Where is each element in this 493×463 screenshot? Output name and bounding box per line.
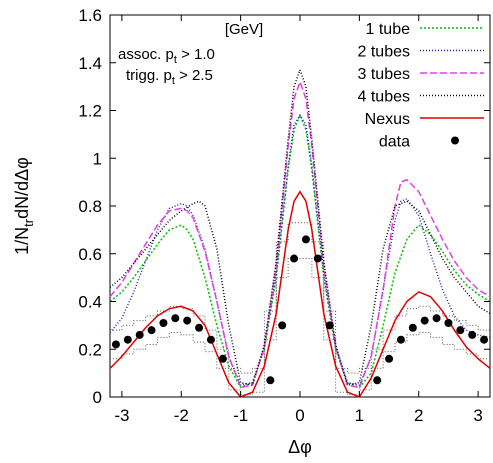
legend-label: Nexus	[365, 111, 410, 128]
data-lower-band	[110, 258, 490, 396]
data-point	[456, 326, 465, 335]
axis-ticks	[110, 14, 490, 398]
data-point	[468, 330, 477, 339]
data-point	[195, 323, 204, 332]
data-point	[420, 316, 429, 325]
data-point	[135, 330, 144, 339]
y-tick-label: 0.8	[78, 197, 102, 216]
x-tick-label: 2	[414, 406, 423, 425]
x-tick-labels: -3 -2 -1 0 1 2 3	[114, 406, 483, 425]
x-tick-label: 3	[473, 406, 482, 425]
data-point	[373, 376, 382, 385]
data-point	[266, 376, 275, 385]
data-point	[111, 340, 120, 349]
legend-label: 3 tubes	[358, 66, 410, 83]
y-tick-labels: 0 0.2 0.4 0.6 0.8 1 1.2 1.4 1.6	[78, 6, 102, 407]
y-tick-label: 0.6	[78, 245, 102, 264]
data-point	[408, 323, 417, 332]
x-tick-label: -1	[233, 406, 248, 425]
data-point	[444, 318, 453, 327]
data-point	[171, 314, 180, 323]
data-upper-band	[110, 222, 490, 374]
x-axis-title: Δφ	[288, 437, 312, 457]
data-error-band	[110, 222, 490, 396]
legend: 1 tube 2 tubes 3 tubes 4 tubes Nexus data	[358, 21, 484, 151]
x-tick-label: 1	[355, 406, 364, 425]
assoc-cut-annotation: assoc. pt > 1.0	[118, 46, 215, 66]
data-point	[301, 235, 310, 244]
data-point	[159, 318, 168, 327]
y-tick-label: 1.6	[78, 6, 102, 25]
data-point	[480, 335, 489, 344]
y-tick-label: 1.4	[78, 54, 102, 73]
y-tick-label: 0	[93, 388, 102, 407]
series-line-1-tube	[109, 113, 491, 389]
y-tick-label: 1.2	[78, 102, 102, 121]
legend-label: 4 tubes	[358, 89, 410, 106]
legend-label: 1 tube	[366, 21, 411, 38]
data-point	[123, 335, 132, 344]
series-line-nexus	[109, 190, 491, 398]
x-tick-label: 0	[295, 406, 304, 425]
y-tick-label: 0.2	[78, 340, 102, 359]
x-tick-label: -3	[114, 406, 129, 425]
units-annotation: [GeV]	[225, 21, 263, 38]
y-axis-title: 1/NtrdN/dΔφ	[12, 157, 36, 255]
legend-label: 2 tubes	[358, 44, 410, 61]
x-tick-label: -2	[174, 406, 189, 425]
legend-marker-data	[451, 136, 459, 145]
series-line-2-tubes	[109, 113, 491, 386]
series-line-3-tubes	[109, 79, 491, 389]
data-points	[111, 235, 489, 385]
y-tick-label: 0.4	[78, 293, 102, 312]
legend-label: data	[379, 134, 410, 151]
data-point	[183, 316, 192, 325]
data-point	[290, 254, 299, 263]
data-point	[325, 321, 334, 330]
data-point	[432, 314, 441, 323]
data-point	[396, 335, 405, 344]
trigg-cut-annotation: trigg. pt > 2.5	[126, 67, 213, 87]
model-curves	[109, 67, 491, 398]
y-tick-label: 1	[93, 149, 102, 168]
data-point	[313, 254, 322, 263]
data-point	[278, 321, 287, 330]
data-point	[206, 335, 215, 344]
data-point	[385, 354, 394, 363]
series-line-4-tubes	[109, 67, 491, 386]
data-point	[218, 354, 227, 363]
data-point	[147, 326, 156, 335]
